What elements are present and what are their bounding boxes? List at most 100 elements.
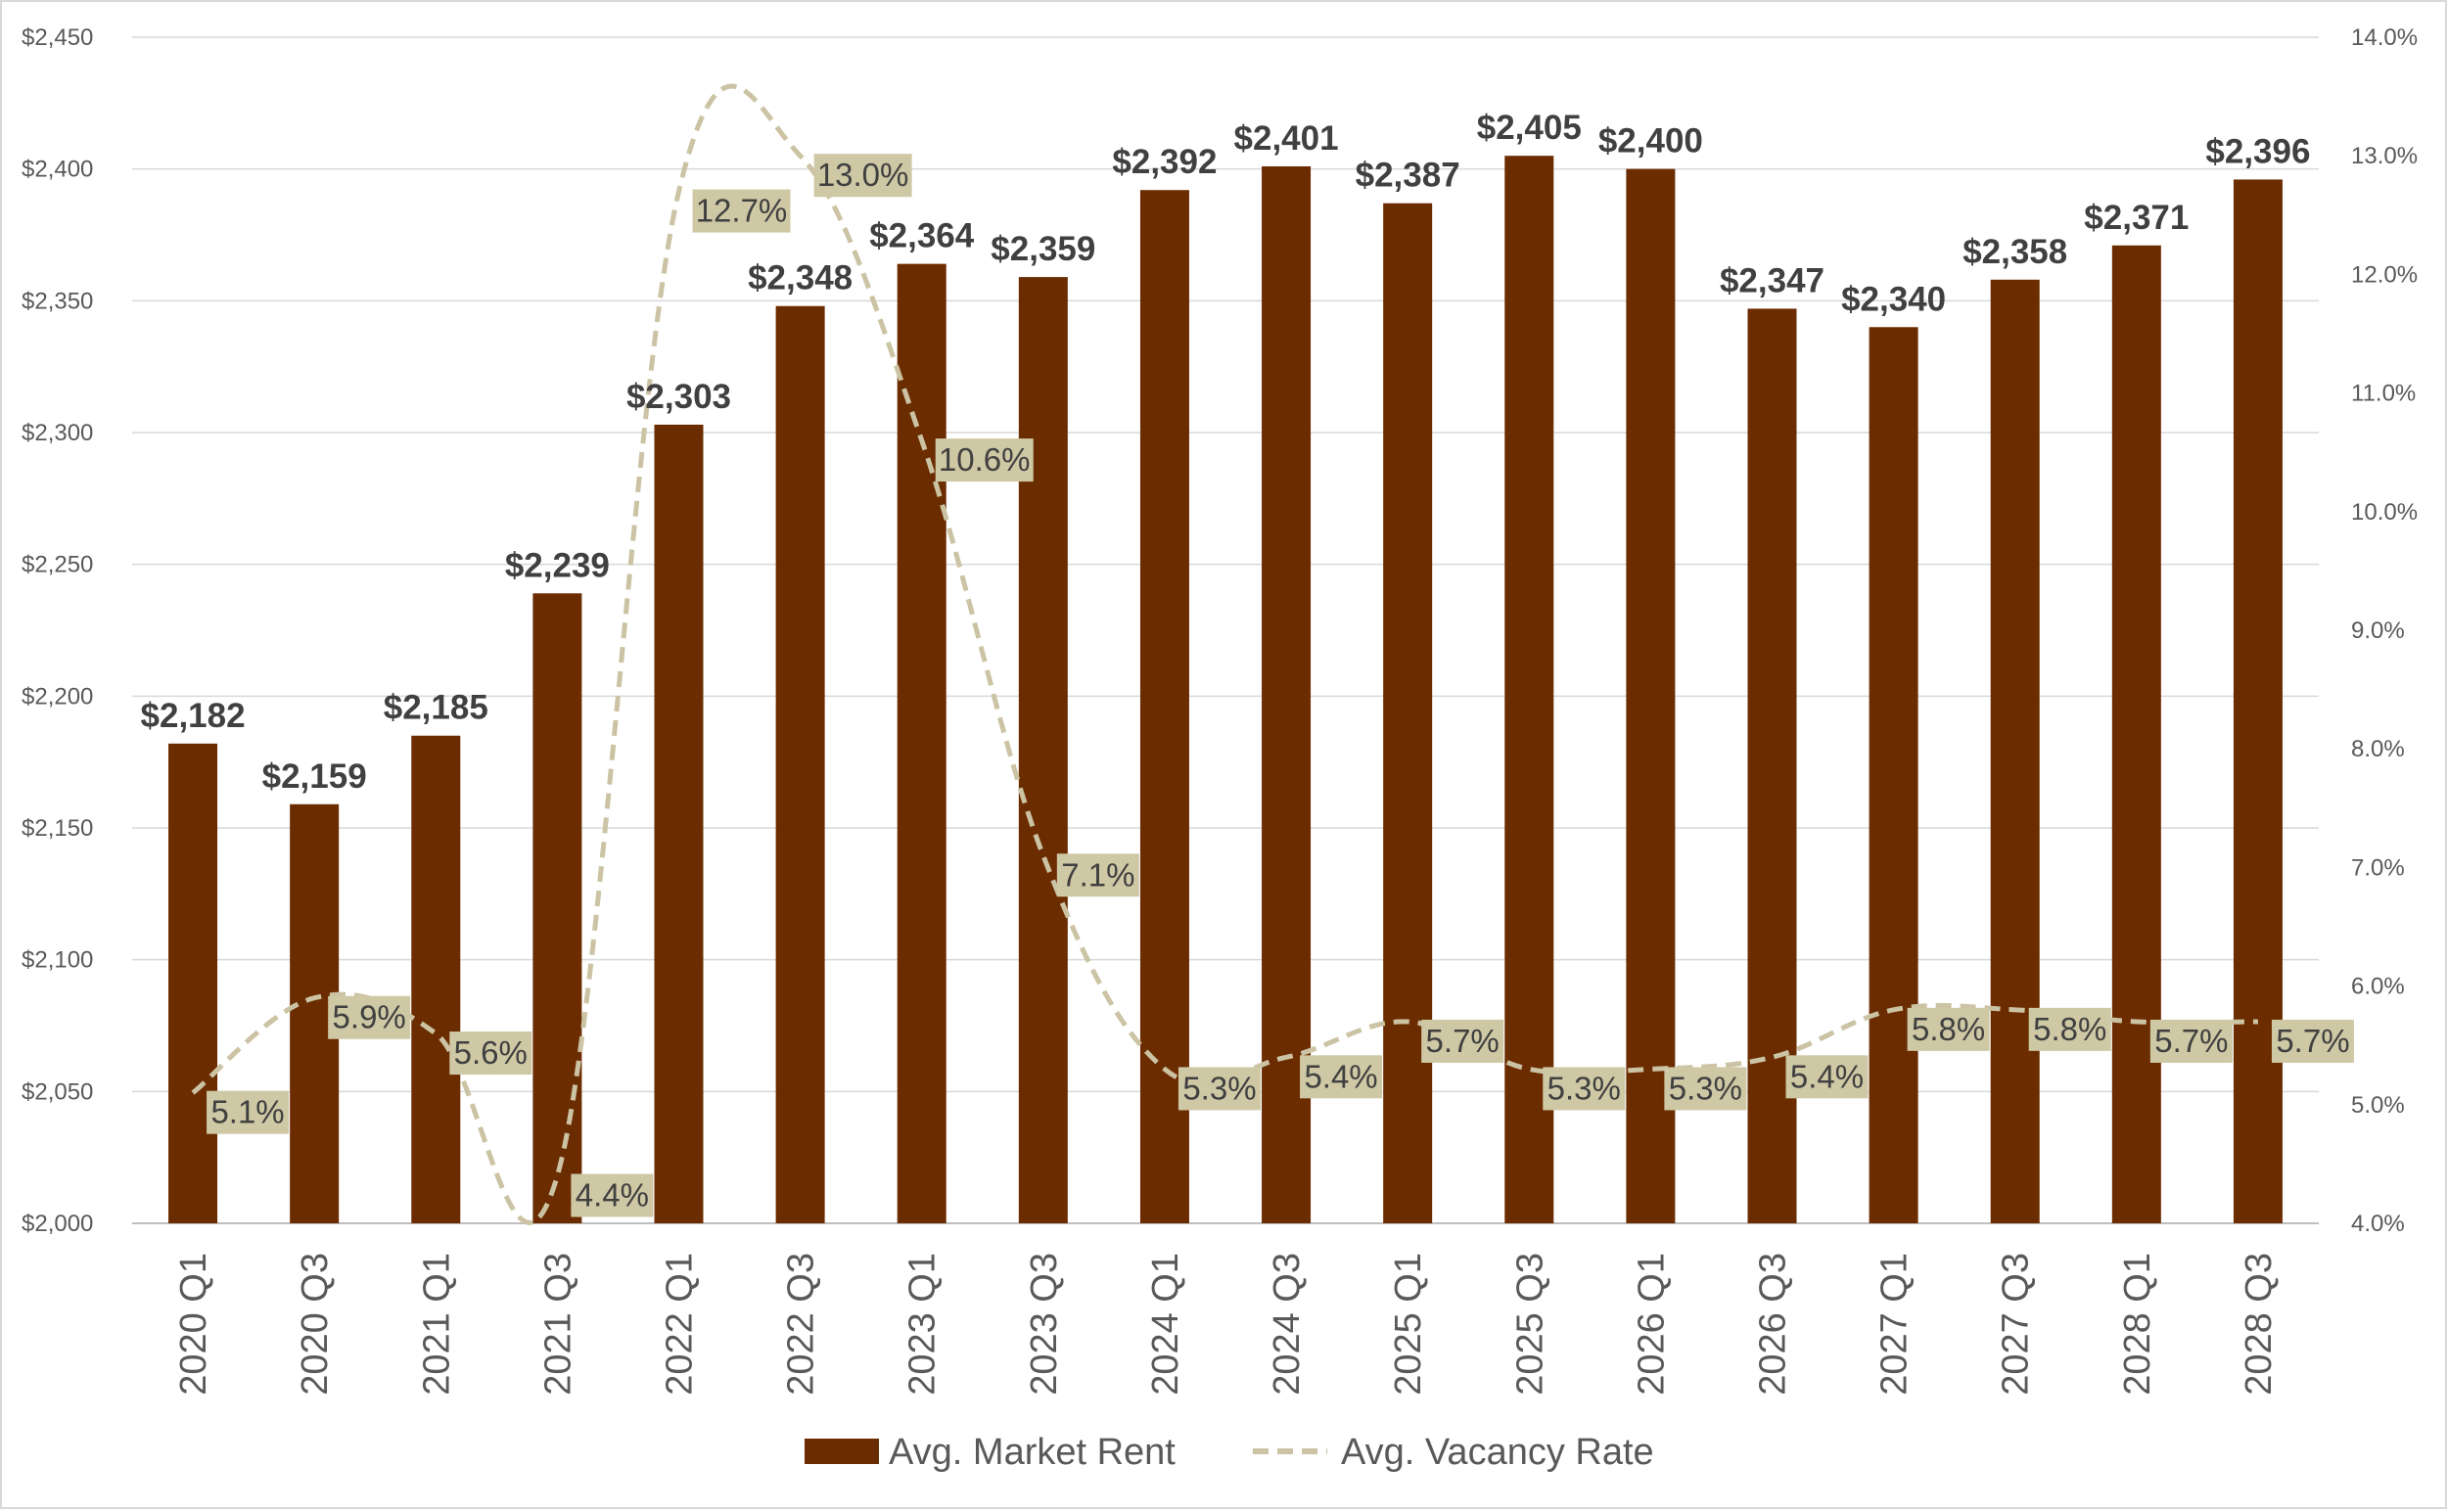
rent-data-label: $2,182 [141, 697, 246, 735]
vacancy-data-label: 5.9% [333, 999, 406, 1035]
vacancy-data-label: 4.4% [576, 1177, 649, 1214]
vacancy-label-box [2149, 1019, 2233, 1063]
vacancy-label-box [1664, 1067, 1747, 1111]
vacancy-data-label: 13.0% [817, 157, 909, 193]
rent-bar [532, 593, 582, 1223]
vacancy-label-box [935, 438, 1034, 482]
right-tick-label: 8.0% [2351, 736, 2405, 762]
vacancy-data-label: 5.3% [1669, 1070, 1742, 1106]
category-label: 2023 Q1 [902, 1253, 944, 1396]
rent-data-label: $2,405 [1477, 109, 1582, 147]
vacancy-label-box [1056, 853, 1139, 897]
left-tick-label: $2,250 [22, 552, 93, 578]
left-tick-label: $2,150 [22, 815, 93, 842]
rent-data-label: $2,185 [384, 689, 488, 727]
rent-bar [411, 735, 461, 1223]
rent-bar [1504, 156, 1554, 1224]
right-tick-label: 13.0% [2351, 143, 2418, 169]
vacancy-label-box [2271, 1019, 2354, 1063]
vacancy-data-label: 5.3% [1547, 1070, 1621, 1106]
left-tick-label: $2,450 [22, 24, 93, 51]
vacancy-data-label: 5.7% [2154, 1023, 2228, 1059]
rent-data-label: $2,159 [262, 757, 367, 796]
rent-bar [1018, 277, 1068, 1223]
vacancy-label-box [328, 995, 411, 1039]
rent-data-label: $2,364 [869, 217, 975, 255]
rent-data-label: $2,303 [626, 378, 731, 416]
category-label: 2021 Q3 [537, 1253, 578, 1396]
category-label: 2024 Q1 [1145, 1253, 1186, 1396]
right-tick-label: 4.0% [2351, 1211, 2405, 1237]
rent-data-label: $2,387 [1356, 157, 1460, 195]
rent-data-label: $2,400 [1598, 122, 1703, 160]
category-label: 2022 Q1 [660, 1253, 701, 1396]
gridlines [132, 36, 2319, 1224]
legend-label-vacancy: Avg. Vacancy Rate [1341, 1432, 1654, 1473]
right-tick-label: 9.0% [2351, 618, 2405, 644]
vacancy-label-box [1543, 1067, 1626, 1111]
rent-bar [897, 263, 946, 1223]
right-tick-label: 6.0% [2351, 974, 2405, 1000]
left-tick-label: $2,300 [22, 420, 93, 446]
x-axis: 2020 Q1 2020 Q3 2021 Q1 2021 Q3 2022 Q1 2022 … [173, 1253, 2280, 1396]
legend-swatch-rent [805, 1439, 879, 1464]
category-label: 2025 Q1 [1388, 1253, 1429, 1396]
right-tick-label: 14.0% [2351, 24, 2418, 51]
vacancy-label-box [571, 1173, 654, 1217]
rent-data-label: $2,401 [1234, 119, 1339, 158]
vacancy-data-label: 5.6% [454, 1034, 528, 1071]
rent-bar [1990, 279, 2040, 1224]
category-label: 2027 Q1 [1874, 1253, 1916, 1396]
category-label: 2021 Q1 [416, 1253, 457, 1396]
rent-data-label: $2,347 [1720, 261, 1824, 299]
rent-data-label: $2,340 [1841, 280, 1946, 318]
rent-bar [168, 743, 218, 1223]
left-tick-label: $2,400 [22, 157, 93, 183]
rent-data-label: $2,396 [2205, 132, 2310, 170]
rent-bar [775, 305, 825, 1224]
vacancy-label-box [449, 1031, 532, 1076]
left-tick-label: $2,100 [22, 947, 93, 974]
rent-data-label: $2,371 [2084, 199, 2189, 237]
rent-bar [1383, 203, 1433, 1224]
right-tick-label: 7.0% [2351, 854, 2405, 881]
vacancy-label-box [692, 189, 791, 233]
right-tick-label: 11.0% [2351, 381, 2416, 407]
legend: Avg. Market Rent Avg. Vacancy Rate [805, 1432, 1654, 1473]
category-label: 2026 Q3 [1753, 1253, 1794, 1396]
vacancy-data-label: 7.1% [1061, 856, 1134, 893]
vacancy-data-label: 12.7% [696, 193, 788, 229]
rent-bar [2111, 245, 2161, 1224]
rent-data-label: $2,239 [505, 546, 610, 584]
vacancy-label-box [1421, 1019, 1504, 1063]
category-label: 2028 Q1 [2117, 1253, 2158, 1396]
vacancy-label-box [1300, 1055, 1383, 1099]
vacancy-data-label: 5.7% [2276, 1023, 2349, 1059]
left-tick-label: $2,000 [22, 1211, 93, 1237]
right-tick-label: 5.0% [2351, 1092, 2405, 1119]
left-tick-label: $2,350 [22, 288, 93, 314]
vacancy-data-labels: 5.1% 5.9% 5.6% 4.4% 12.7% 13.0% 10.6% 7.1% 5.3% 5… [207, 154, 2354, 1217]
right-tick-label: 12.0% [2351, 261, 2418, 288]
legend-label-rent: Avg. Market Rent [889, 1432, 1176, 1473]
category-label: 2020 Q1 [173, 1253, 214, 1396]
rent-bar [1262, 165, 1312, 1223]
rent-bar [654, 424, 704, 1223]
category-label: 2022 Q3 [781, 1253, 822, 1396]
vacancy-data-label: 5.3% [1182, 1070, 1256, 1106]
rent-data-label: $2,348 [748, 259, 853, 298]
category-label: 2025 Q3 [1509, 1253, 1550, 1396]
right-tick-label: 10.0% [2351, 499, 2418, 526]
vacancy-line [191, 83, 2258, 1225]
category-label: 2028 Q3 [2239, 1253, 2280, 1396]
rent-bar [1626, 168, 1676, 1224]
vacancy-data-label: 5.8% [1912, 1011, 1985, 1047]
vacancy-line-path [191, 83, 2258, 1225]
rent-data-label: $2,359 [991, 230, 1095, 268]
category-label: 2027 Q3 [1996, 1253, 2037, 1396]
rent-data-labels: $2,182 $2,159 $2,185 $2,239 $2,303 $2,348 $2,3… [141, 109, 2311, 796]
vacancy-label-box [1907, 1007, 1990, 1051]
category-label: 2024 Q3 [1267, 1253, 1308, 1396]
